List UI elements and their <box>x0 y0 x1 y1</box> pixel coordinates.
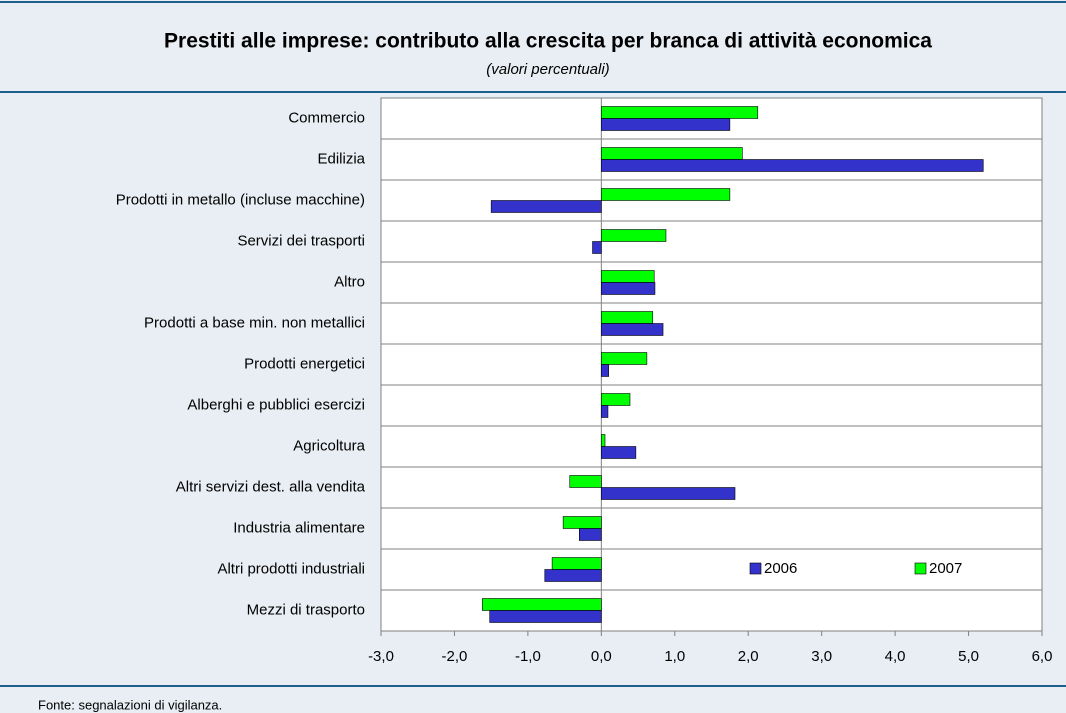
bar <box>601 147 743 160</box>
bar <box>562 516 602 529</box>
bar <box>601 434 606 447</box>
y-tick-label: Industria alimentare <box>233 519 365 536</box>
plot-area <box>380 97 1043 632</box>
y-tick-label: Altri servizi dest. alla vendita <box>176 478 366 495</box>
bar <box>601 393 631 406</box>
y-tick-label: Alberghi e pubblici esercizi <box>187 396 365 413</box>
bar <box>601 188 731 201</box>
x-tick-label: 1,0 <box>664 648 685 665</box>
bar <box>578 528 602 541</box>
bar <box>601 229 667 242</box>
y-tick-label: Servizi dei trasporti <box>237 232 365 249</box>
bar <box>601 270 655 283</box>
x-tick-label: 3,0 <box>811 648 832 665</box>
bar <box>489 610 602 623</box>
x-tick-label: 5,0 <box>958 648 979 665</box>
legend-swatch <box>749 562 762 575</box>
x-tick-label: -1,0 <box>515 648 541 665</box>
chart-title: Prestiti alle imprese: contributo alla c… <box>164 30 932 53</box>
bar <box>601 405 609 418</box>
y-tick-label: Commercio <box>288 109 365 126</box>
bar <box>544 569 602 582</box>
y-tick-label: Altri prodotti industriali <box>217 560 365 577</box>
bar <box>601 352 648 365</box>
y-tick-label: Prodotti a base min. non metallici <box>144 314 365 331</box>
legend-label: 2006 <box>764 560 797 577</box>
bar <box>482 598 602 611</box>
x-tick-label: 4,0 <box>885 648 906 665</box>
bar <box>490 200 602 213</box>
bar <box>601 487 736 500</box>
bar <box>601 118 731 131</box>
x-tick-label: 6,0 <box>1032 648 1053 665</box>
y-tick-label: Altro <box>334 273 365 290</box>
bar <box>592 241 602 254</box>
y-tick-label: Prodotti energetici <box>244 355 365 372</box>
bar <box>601 311 654 324</box>
bar <box>601 446 637 459</box>
x-tick-label: -2,0 <box>442 648 468 665</box>
bar <box>601 282 656 295</box>
source-note: Fonte: segnalazioni di vigilanza. <box>38 697 222 712</box>
x-tick-label: 2,0 <box>738 648 759 665</box>
bar <box>601 364 609 377</box>
bar <box>601 159 984 172</box>
bar <box>569 475 602 488</box>
legend-swatch <box>914 562 927 575</box>
x-tick-label: -3,0 <box>368 648 394 665</box>
bar <box>601 323 664 336</box>
x-tick-label: 0,0 <box>591 648 612 665</box>
bar <box>551 557 602 570</box>
bar <box>601 106 759 119</box>
y-tick-label: Mezzi di trasporto <box>247 601 365 618</box>
y-tick-label: Agricoltura <box>293 437 365 454</box>
chart-subtitle: (valori percentuali) <box>486 61 609 78</box>
y-tick-label: Prodotti in metallo (incluse macchine) <box>116 191 365 208</box>
y-tick-label: Edilizia <box>317 150 365 167</box>
legend-label: 2007 <box>929 560 962 577</box>
